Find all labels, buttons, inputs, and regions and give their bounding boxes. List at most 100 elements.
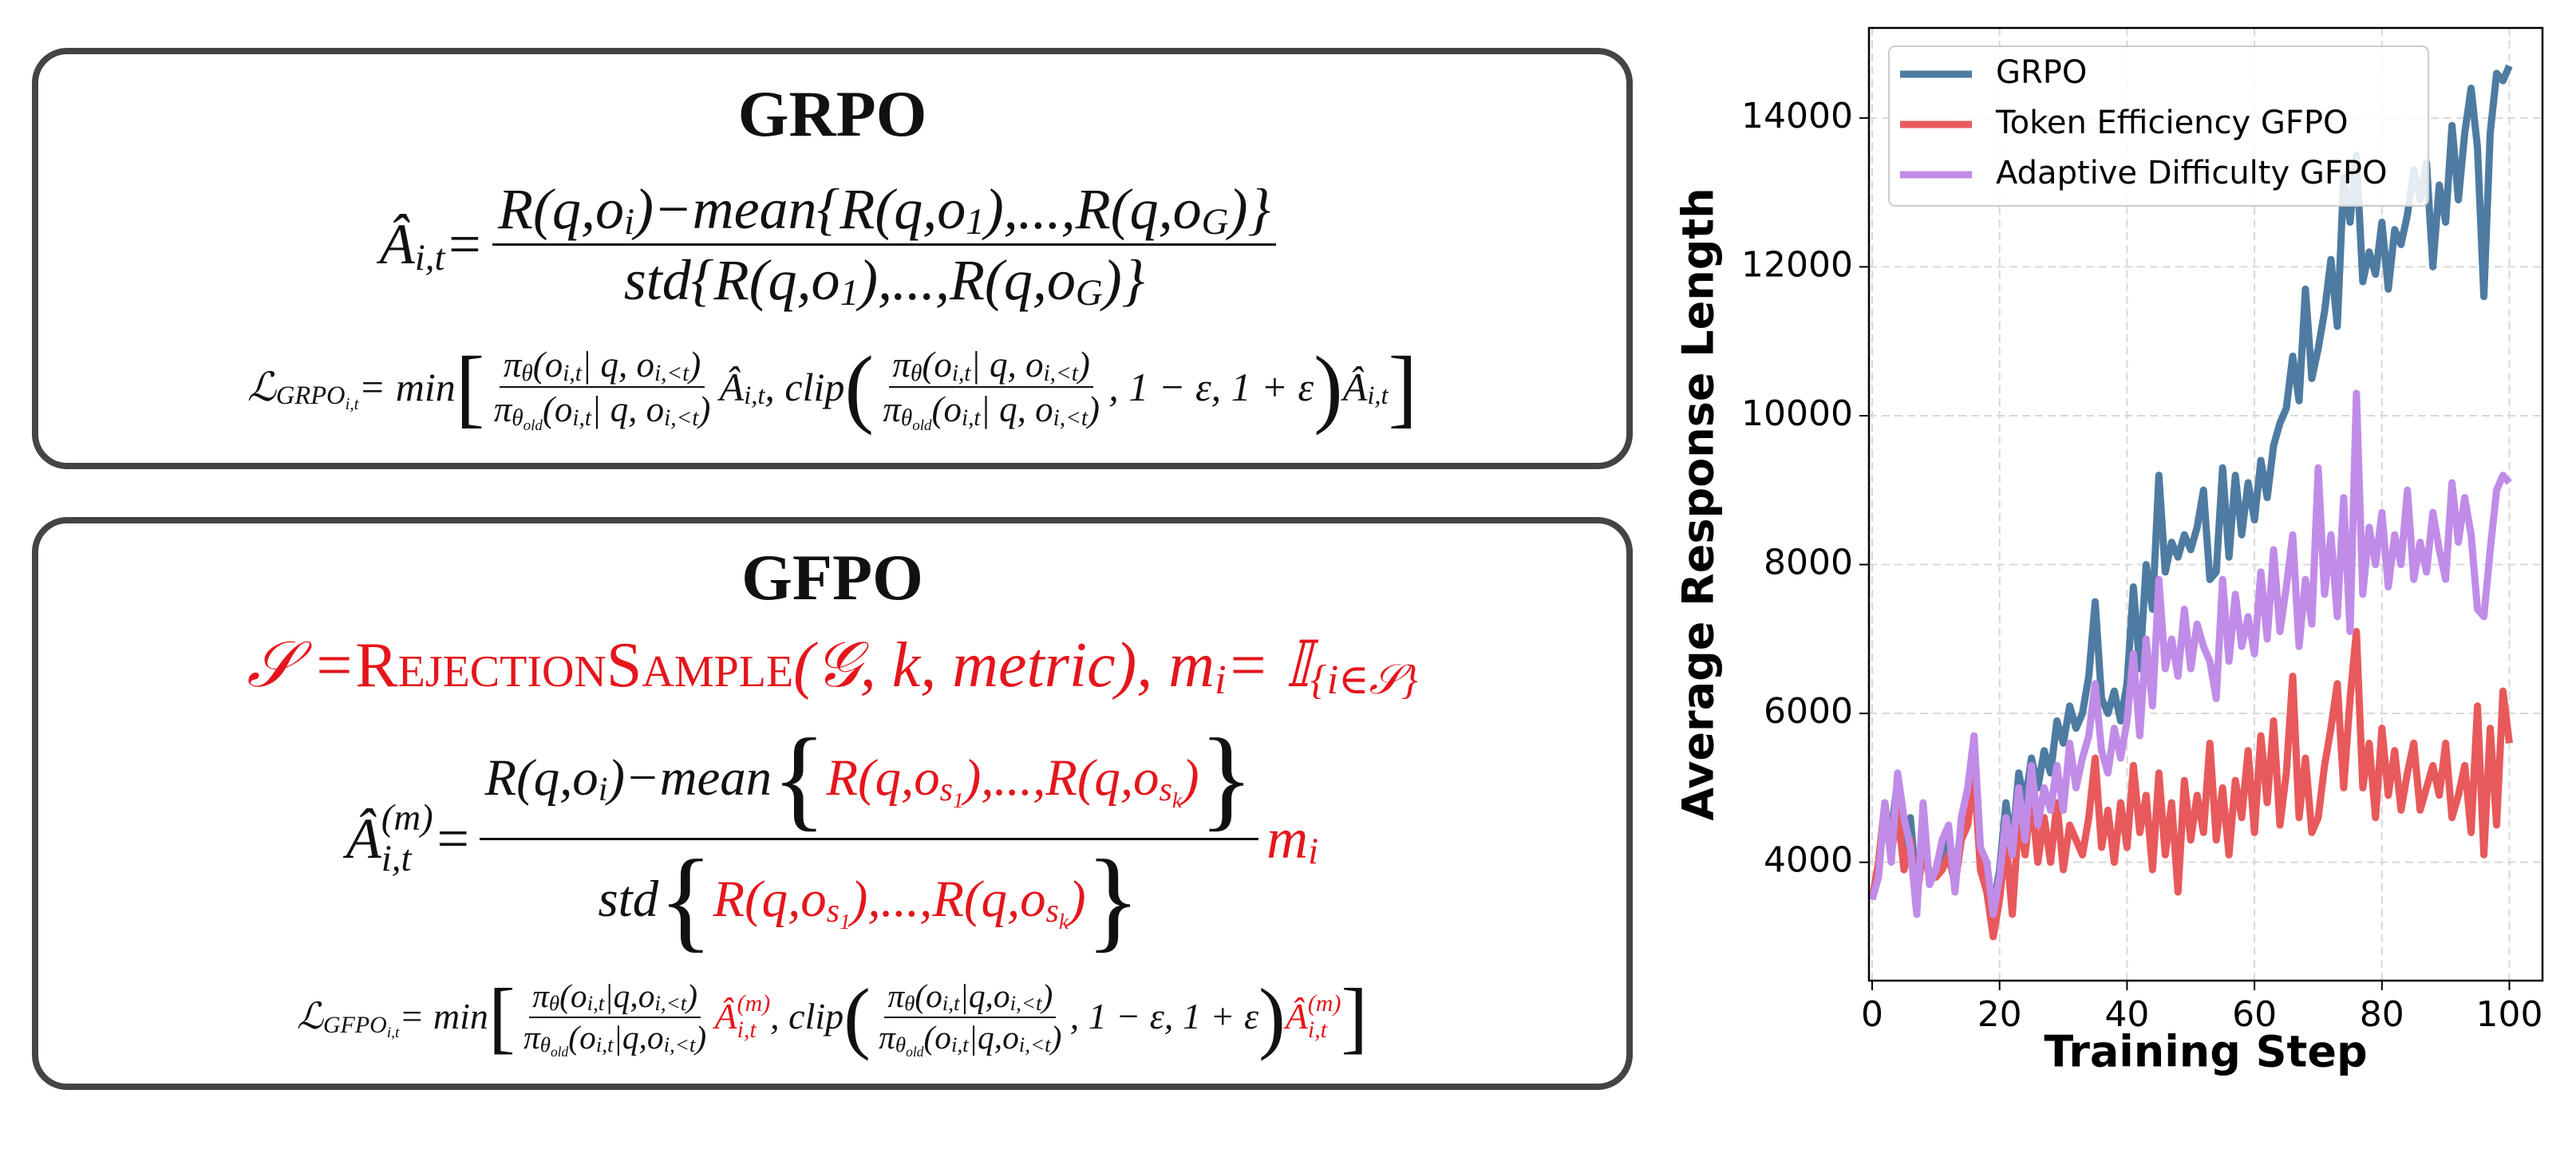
formula-text: π [879, 1018, 895, 1056]
subscript: {i∈𝒮} [1310, 657, 1418, 703]
formula-text: (m) [737, 989, 771, 1017]
formula-text: (o [568, 1018, 596, 1056]
formula-text: i,t [381, 838, 412, 880]
delimiter: ) [1314, 338, 1343, 436]
formula-text: = 𝕀 [1226, 630, 1310, 701]
legend-label: Token Efficiency GFPO [1995, 105, 2349, 141]
subscript: i,t [962, 405, 981, 431]
fraction: π θ (o i,t | q, o i,<t) π θold (o i,t | q, o i,<t… [490, 344, 714, 434]
subscript: old [551, 1044, 568, 1060]
subscript: i,t [415, 237, 445, 278]
denominator: π θold (o i,t |q,o i,<t) [520, 1018, 710, 1060]
formula-text: (m) [381, 796, 433, 839]
subscript: i,<t [664, 1033, 696, 1057]
numerator: π θ (o i,t | q, o i,<t) [500, 344, 705, 389]
formula-text: {i∈𝒮} [1310, 657, 1418, 703]
formula-text: )−mean [607, 748, 772, 807]
formula-text: ) [1041, 977, 1053, 1014]
formula-text: old [550, 1044, 569, 1060]
x-tick-label: 60 [2232, 994, 2277, 1035]
formula-text: i,t [1367, 381, 1389, 410]
formula-text: 𝒮 = [247, 630, 356, 701]
formula-text: ),...,R(q,o [963, 748, 1160, 807]
formula-text: π [892, 344, 911, 385]
formula-text: i,<t [1018, 1033, 1051, 1057]
formula-text: ) [686, 977, 698, 1014]
series-line [1868, 389, 2512, 918]
formula-text: m [1266, 806, 1309, 871]
subscript: i,t [572, 405, 591, 431]
gfpo-box: GFPO 𝒮 = RejectionSample (𝒢, k, metric), … [32, 517, 1633, 1090]
formula-text: |q,o [968, 1018, 1019, 1056]
delimiter: ) [1258, 972, 1286, 1061]
formula-text: |q,o [959, 977, 1010, 1014]
formula-text: k [1171, 788, 1182, 813]
formula-text: old [906, 1044, 924, 1060]
formula-text: s [939, 770, 954, 808]
y-tick-label: 4000 [1764, 840, 1853, 881]
fraction: π θ (o i,t | q, o i,<t) π θold (o i,t | q, o i,<t… [879, 344, 1104, 435]
formula-text: θ [900, 405, 913, 431]
superscript: (m) [381, 796, 433, 839]
formula-text: i,t [961, 405, 981, 431]
formula-text: , 1 − ε, 1 + ε [1108, 364, 1314, 409]
formula-text: ) [1087, 389, 1100, 429]
subscript: θold [900, 405, 932, 435]
formula-text: i,<t [1009, 991, 1042, 1016]
denominator: std{R(q,o 1),...,R(q,o G)} [618, 246, 1151, 314]
formula-text: | q, o [970, 344, 1044, 385]
formula-text: i [624, 200, 635, 243]
formula-text: π [532, 977, 549, 1014]
subscript: i,t [952, 361, 971, 386]
x-tick-label: 80 [2360, 994, 2404, 1035]
formula-text: old [912, 417, 932, 435]
formula-text: π [503, 344, 522, 385]
subscript: i,t [587, 992, 605, 1016]
formula-text: i,t [737, 1016, 757, 1043]
formula-text: θ [521, 360, 533, 386]
formula-text: std{R(q,o [623, 248, 840, 313]
formula-text: i,<t [663, 1033, 696, 1057]
subscript: i,t [596, 1033, 614, 1057]
subscript: i,<t [1053, 405, 1088, 431]
subscript: i [1308, 831, 1318, 872]
subscript: 1 [966, 201, 984, 243]
formula-text: ),...,R(q,o [850, 870, 1046, 928]
subscript: i,t [951, 1033, 969, 1057]
formula-text: GRPO [275, 381, 346, 410]
denominator: π θold (o i,t | q, o i,<t) [879, 388, 1104, 435]
formula-text: = min [399, 996, 488, 1037]
formula-text: Â [379, 212, 415, 277]
sub-sup: (m) i,t [381, 796, 433, 880]
y-tick-label: 6000 [1764, 691, 1853, 732]
formula-text: i [1308, 830, 1319, 872]
formula-text: )} [1228, 176, 1271, 241]
formula-text: ) [689, 344, 701, 385]
numerator: π θ (o i,t |q,o i,<t) [884, 977, 1057, 1018]
fraction: R(q,o i)−mean{R(q,o 1),...,R(q,o G)} std{R(q… [492, 176, 1277, 314]
formula-text: (o [923, 1018, 951, 1056]
formula-text: π [523, 1018, 540, 1056]
formula-text: i,t [950, 1033, 969, 1057]
subscript: s1 [827, 892, 851, 934]
fraction: R(q,o i)−mean{R(q,o s1),...,R(q,o sk)} std{R… [480, 721, 1259, 957]
formula-text: std [598, 870, 659, 928]
subscript: old [906, 1044, 923, 1060]
formula-text: i,<t [654, 991, 687, 1016]
formula-text: |q,o [613, 1018, 664, 1056]
formula-text: i,<t [1053, 405, 1088, 431]
sub-sup: (m) i,t [737, 989, 771, 1044]
y-tick-label: 10000 [1741, 393, 1853, 434]
formula-text: G [1075, 272, 1103, 314]
formula-text: θ [512, 405, 523, 431]
subscript: 1 [840, 273, 859, 314]
delimiter: ( [844, 338, 875, 436]
formula-text: i,t [744, 381, 765, 410]
formula-text: )−mean{R(q,o [634, 176, 966, 241]
formula-text: θ [539, 1033, 551, 1057]
formula-text: R(q,o [713, 870, 827, 928]
formula-text: = [433, 806, 472, 871]
fraction: π θ (o i,t |q,o i,<t) π θold (o i,t |q,o i,<t) [520, 977, 710, 1060]
legend-box [1888, 45, 2429, 207]
